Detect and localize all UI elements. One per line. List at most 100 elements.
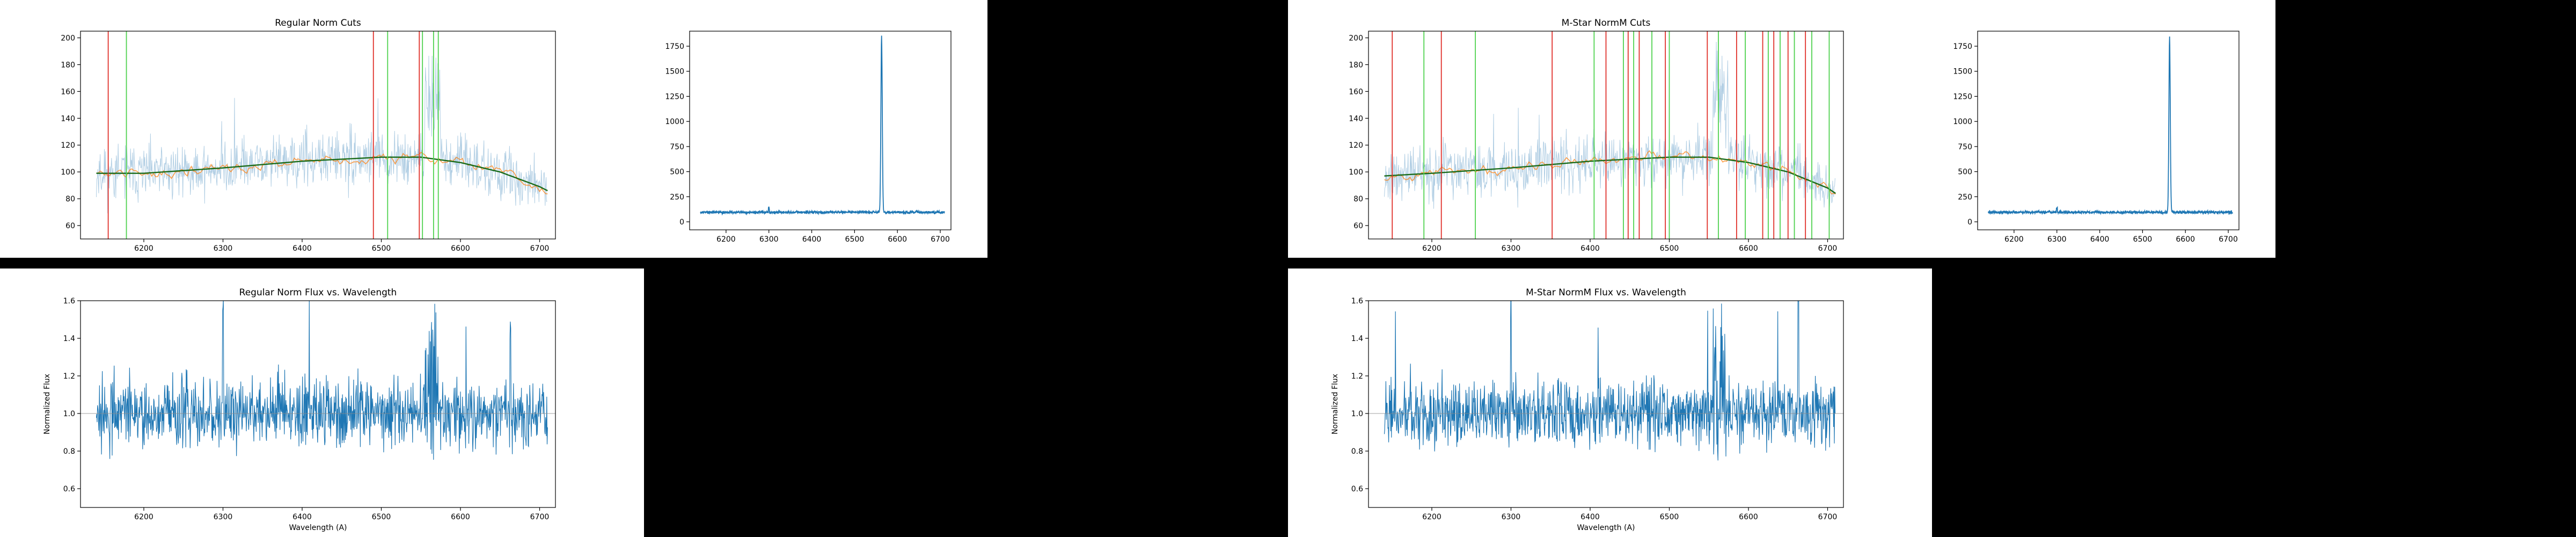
y-tick-label: 250: [1958, 193, 1972, 201]
x-axis-label: Wavelength (A): [1577, 524, 1635, 532]
chart-title: M-Star NormM Cuts: [1562, 18, 1651, 28]
regular-norm-cuts-chart: 6200 6300 6400 6500 6600 6700 60 80 100 120 140 160…: [61, 18, 556, 253]
y-tick-label: 1000: [1953, 118, 1972, 126]
plot-area: [1988, 36, 2233, 215]
plot-area: [80, 301, 555, 460]
x-tick-label: 6500: [845, 235, 865, 244]
y-tick-label: 500: [1958, 168, 1972, 177]
y-tick-label: 250: [670, 193, 684, 201]
x-tick-label: 6300: [1502, 513, 1521, 521]
x-tick-label: 6200: [2004, 235, 2024, 244]
x-tick-label: 6400: [1580, 244, 1600, 253]
y-tick-label: 500: [670, 168, 684, 177]
y-tick-label: 1.0: [1351, 410, 1363, 418]
x-tick-label: 6600: [1739, 513, 1758, 521]
y-tick-label: 0.6: [1351, 485, 1363, 494]
y-tick-label: 750: [670, 143, 684, 151]
y-tick-label: 140: [1349, 114, 1363, 123]
x-tick-label: 6500: [1660, 513, 1679, 521]
y-tick-label: 1750: [1953, 42, 1972, 51]
y-tick-label: 100: [61, 168, 75, 177]
chart-title: Regular Norm Cuts: [275, 18, 361, 28]
x-tick-label: 6300: [214, 513, 233, 521]
raw-series-line: [1384, 41, 1835, 211]
x-tick-label: 6200: [1422, 513, 1441, 521]
y-tick-label: 1500: [665, 68, 684, 76]
spectrum-series-line: [1384, 301, 1836, 461]
plot-area: [1384, 31, 1836, 239]
y-tick-label: 80: [65, 195, 75, 204]
y-tick-label: 0: [679, 218, 684, 227]
plot-area: [96, 31, 548, 239]
y-tick-label: 750: [1958, 143, 1972, 151]
chart-title: Regular Norm Flux vs. Wavelength: [239, 287, 397, 298]
x-tick-label: 6400: [1580, 513, 1600, 521]
axes-frame: [1368, 31, 1844, 240]
y-tick-label: 1250: [1953, 92, 1972, 101]
y-tick-label: 1.4: [63, 335, 75, 343]
y-tick-label: 0.6: [63, 485, 75, 494]
raw-spectrum-chart: 6200 6300 6400 6500 6600 6700 0 250 500 750 1000 12…: [665, 31, 952, 244]
y-tick-label: 140: [61, 114, 75, 123]
y-tick-label: 1500: [1953, 68, 1972, 76]
x-tick-label: 6700: [1818, 513, 1838, 521]
x-tick-label: 6200: [134, 513, 153, 521]
x-tick-label: 6500: [372, 244, 391, 253]
x-tick-label: 6600: [2176, 235, 2195, 244]
x-tick-label: 6400: [2090, 235, 2110, 244]
x-tick-label: 6500: [1660, 244, 1679, 253]
x-tick-label: 6500: [2133, 235, 2153, 244]
fit-series-line: [96, 156, 548, 192]
y-tick-label: 200: [1349, 34, 1363, 42]
mstar-normm-cuts-panel: 6200 6300 6400 6500 6600 6700 60 80 100 120 140 160…: [1288, 0, 1932, 258]
plot-area: [1368, 301, 1843, 461]
y-tick-label: 100: [1349, 168, 1363, 177]
y-tick-label: 1.4: [1351, 335, 1363, 343]
x-tick-label: 6700: [2219, 235, 2238, 244]
x-tick-label: 6600: [888, 235, 907, 244]
x-tick-label: 6200: [134, 244, 153, 253]
y-tick-label: 200: [61, 34, 75, 42]
y-tick-label: 60: [1353, 222, 1363, 230]
x-tick-label: 6700: [931, 235, 950, 244]
y-axis-label: Normalized Flux: [1331, 374, 1340, 434]
x-tick-label: 6300: [214, 244, 233, 253]
y-axis-label: Normalized Flux: [43, 374, 52, 434]
raw-spectrum-panel: 6200 6300 6400 6500 6600 6700 0 250 500 750 1000 12…: [644, 0, 987, 258]
chart-title: M-Star NormM Flux vs. Wavelength: [1526, 287, 1686, 298]
axes-frame: [80, 300, 556, 508]
axes-frame: [1977, 31, 2240, 230]
x-tick-label: 6600: [1739, 244, 1758, 253]
x-tick-label: 6400: [292, 244, 312, 253]
mstar-normm-flux-chart: 6200 6300 6400 6500 6600 6700 0.6 0.8 1.0 1.2 1.4 1…: [1331, 287, 1844, 532]
y-tick-label: 1.2: [1351, 372, 1363, 381]
y-tick-label: 120: [61, 141, 75, 150]
y-tick-label: 1.6: [1351, 297, 1363, 306]
y-tick-label: 1.6: [63, 297, 75, 306]
x-tick-label: 6200: [1422, 244, 1441, 253]
mstar-normm-flux-panel: 6200 6300 6400 6500 6600 6700 0.6 0.8 1.0 1.2 1.4 1…: [1288, 268, 1932, 537]
y-tick-label: 1.0: [63, 410, 75, 418]
x-tick-label: 6700: [1818, 244, 1838, 253]
axes-frame: [80, 31, 556, 240]
mstar-normm-cuts-chart: 6200 6300 6400 6500 6600 6700 60 80 100 120 140 160…: [1349, 18, 1844, 253]
x-tick-label: 6200: [716, 235, 736, 244]
y-tick-label: 1750: [665, 42, 684, 51]
axes-frame: [689, 31, 952, 230]
y-tick-label: 1250: [665, 92, 684, 101]
spectrum-series-line: [1988, 36, 2233, 215]
x-tick-label: 6500: [372, 513, 391, 521]
x-tick-label: 6300: [759, 235, 779, 244]
x-tick-label: 6700: [530, 513, 550, 521]
x-tick-label: 6400: [292, 513, 312, 521]
y-tick-label: 180: [1349, 61, 1363, 69]
x-tick-label: 6300: [1502, 244, 1521, 253]
raw-series-line: [96, 55, 547, 214]
regular-norm-flux-panel: 6200 6300 6400 6500 6600 6700 0.6 0.8 1.0 1.2 1.4 1…: [0, 268, 644, 537]
x-tick-label: 6700: [530, 244, 550, 253]
spectrum-series-line: [700, 35, 945, 216]
y-tick-label: 0: [1967, 218, 1972, 227]
mstar-raw-spectrum-panel: 6200 6300 6400 6500 6600 6700 0 250 500 750 1000 12…: [1932, 0, 2275, 258]
x-tick-label: 6300: [2047, 235, 2067, 244]
regular-norm-flux-chart: 6200 6300 6400 6500 6600 6700 0.6 0.8 1.0 1.2 1.4 1…: [43, 287, 556, 532]
